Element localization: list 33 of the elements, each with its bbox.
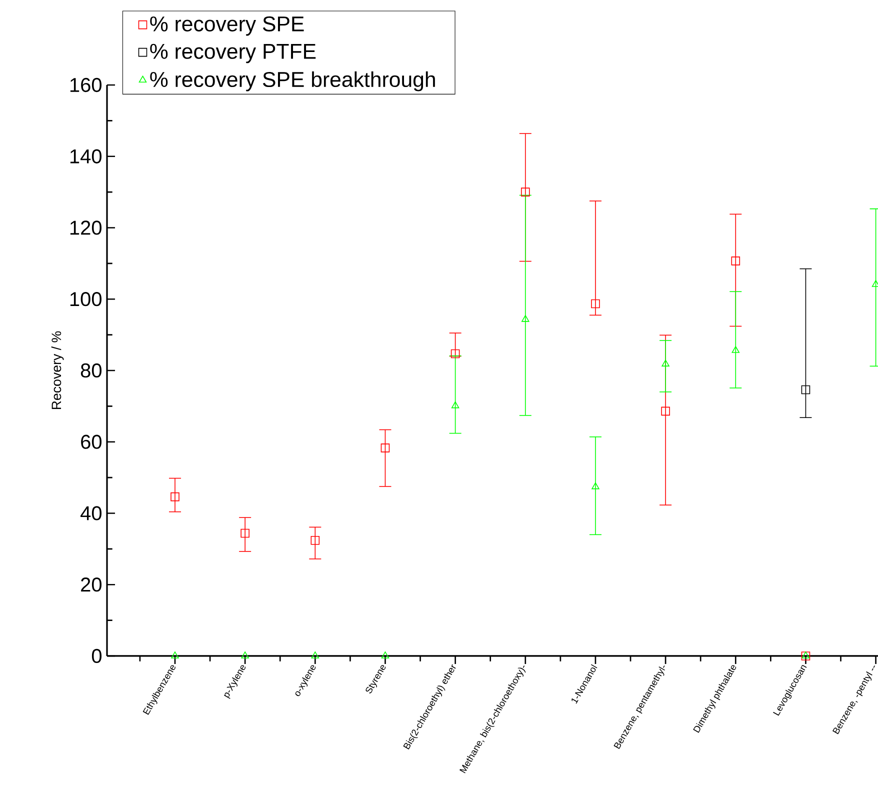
point [872,280,878,287]
point [732,346,740,353]
y-tick-label: 120 [70,220,102,235]
point [450,349,460,358]
point [520,188,530,196]
point [662,360,670,366]
point [661,406,670,416]
point [801,385,810,394]
point [170,492,180,502]
y-tick-label: 80 [80,363,102,378]
point [591,299,600,308]
y-tick-label: 140 [70,149,102,164]
point [592,482,600,490]
point [240,528,250,538]
point [241,652,249,658]
y-axis-title: Recovery / % [51,331,64,410]
point [310,536,320,545]
point [451,401,460,408]
point [380,444,390,452]
y-tick-label: 40 [80,506,102,520]
y-tick-label: 0 [92,648,102,664]
legend-label: % recovery SPE [150,16,304,36]
point [171,652,179,658]
y-tick-label: 160 [70,78,102,92]
point [522,315,530,322]
y-tick-label: 60 [81,434,102,449]
legend-label: % recovery SPE breakthrough [150,71,435,92]
legend-label: % recovery PTFE [150,44,316,64]
point [381,652,390,658]
y-tick-label: 20 [81,578,102,592]
point [731,256,740,266]
y-tick-label: 100 [70,292,102,306]
point [311,652,320,658]
